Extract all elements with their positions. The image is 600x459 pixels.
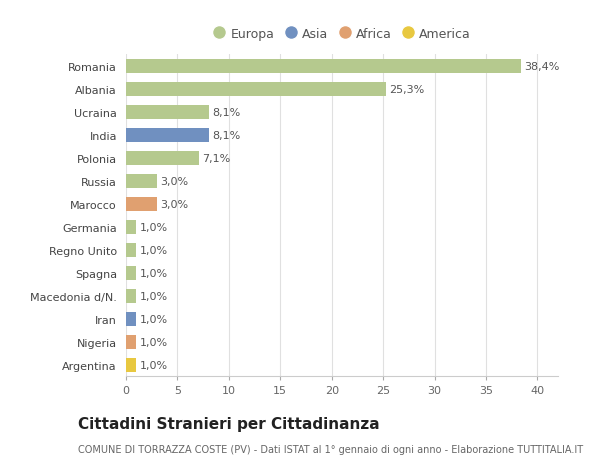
Bar xyxy=(126,220,136,234)
Text: 8,1%: 8,1% xyxy=(212,107,241,118)
Text: 1,0%: 1,0% xyxy=(139,291,167,301)
Bar xyxy=(126,129,209,142)
Text: 1,0%: 1,0% xyxy=(139,314,167,324)
Text: Cittadini Stranieri per Cittadinanza: Cittadini Stranieri per Cittadinanza xyxy=(78,416,380,431)
Text: 3,0%: 3,0% xyxy=(160,199,188,209)
Text: 1,0%: 1,0% xyxy=(139,360,167,370)
Bar xyxy=(126,83,386,96)
Text: 1,0%: 1,0% xyxy=(139,337,167,347)
Bar xyxy=(126,60,521,73)
Text: 25,3%: 25,3% xyxy=(389,84,425,95)
Text: 1,0%: 1,0% xyxy=(139,268,167,278)
Bar xyxy=(126,335,136,349)
Bar xyxy=(126,266,136,280)
Legend: Europa, Asia, Africa, America: Europa, Asia, Africa, America xyxy=(208,23,476,46)
Bar xyxy=(126,197,157,211)
Text: COMUNE DI TORRAZZA COSTE (PV) - Dati ISTAT al 1° gennaio di ogni anno - Elaboraz: COMUNE DI TORRAZZA COSTE (PV) - Dati IST… xyxy=(78,444,583,454)
Text: 38,4%: 38,4% xyxy=(524,62,559,72)
Bar xyxy=(126,106,209,119)
Text: 8,1%: 8,1% xyxy=(212,130,241,140)
Text: 7,1%: 7,1% xyxy=(202,153,230,163)
Bar xyxy=(126,151,199,165)
Text: 1,0%: 1,0% xyxy=(139,245,167,255)
Bar xyxy=(126,289,136,303)
Text: 1,0%: 1,0% xyxy=(139,222,167,232)
Bar xyxy=(126,358,136,372)
Text: 3,0%: 3,0% xyxy=(160,176,188,186)
Bar xyxy=(126,312,136,326)
Bar xyxy=(126,174,157,188)
Bar xyxy=(126,243,136,257)
